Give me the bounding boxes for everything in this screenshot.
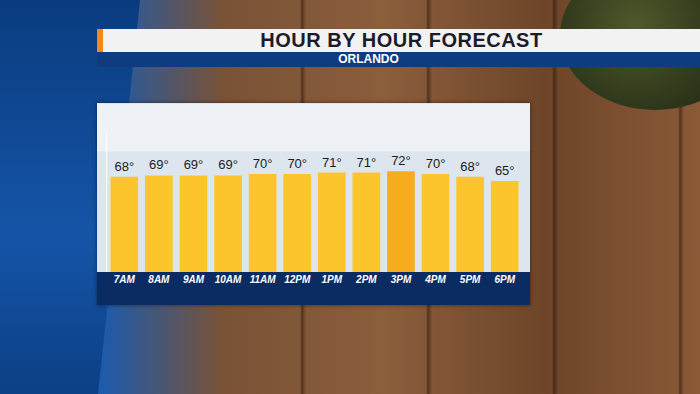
svg-text:69°: 69° bbox=[184, 157, 204, 172]
svg-text:65°: 65° bbox=[495, 163, 515, 178]
svg-text:72°: 72° bbox=[391, 153, 411, 168]
svg-text:69°: 69° bbox=[149, 157, 169, 172]
svg-text:7AM: 7AM bbox=[114, 274, 136, 285]
svg-text:70°: 70° bbox=[426, 156, 446, 171]
svg-text:71°: 71° bbox=[357, 155, 377, 170]
svg-text:3PM: 3PM bbox=[391, 274, 412, 285]
svg-text:10AM: 10AM bbox=[215, 274, 242, 285]
svg-text:68°: 68° bbox=[114, 159, 134, 174]
html-text:HOUR BY HOUR FORECAST: HOUR BY HOUR FORECAST bbox=[260, 29, 543, 51]
svg-text:5PM: 5PM bbox=[460, 274, 481, 285]
svg-text:8AM: 8AM bbox=[148, 274, 170, 285]
svg-text:71°: 71° bbox=[322, 155, 342, 170]
svg-text:2PM: 2PM bbox=[355, 274, 377, 285]
html-text:ORLANDO: ORLANDO bbox=[338, 52, 399, 66]
svg-text:70°: 70° bbox=[287, 156, 307, 171]
svg-text:11AM: 11AM bbox=[250, 274, 277, 285]
svg-text:69°: 69° bbox=[218, 157, 238, 172]
svg-text:9AM: 9AM bbox=[183, 274, 205, 285]
svg-text:4PM: 4PM bbox=[424, 274, 446, 285]
svg-text:68°: 68° bbox=[460, 159, 480, 174]
svg-text:12PM: 12PM bbox=[284, 274, 311, 285]
svg-text:70°: 70° bbox=[253, 156, 273, 171]
svg-text:1PM: 1PM bbox=[322, 274, 343, 285]
svg-text:6PM: 6PM bbox=[494, 274, 515, 285]
